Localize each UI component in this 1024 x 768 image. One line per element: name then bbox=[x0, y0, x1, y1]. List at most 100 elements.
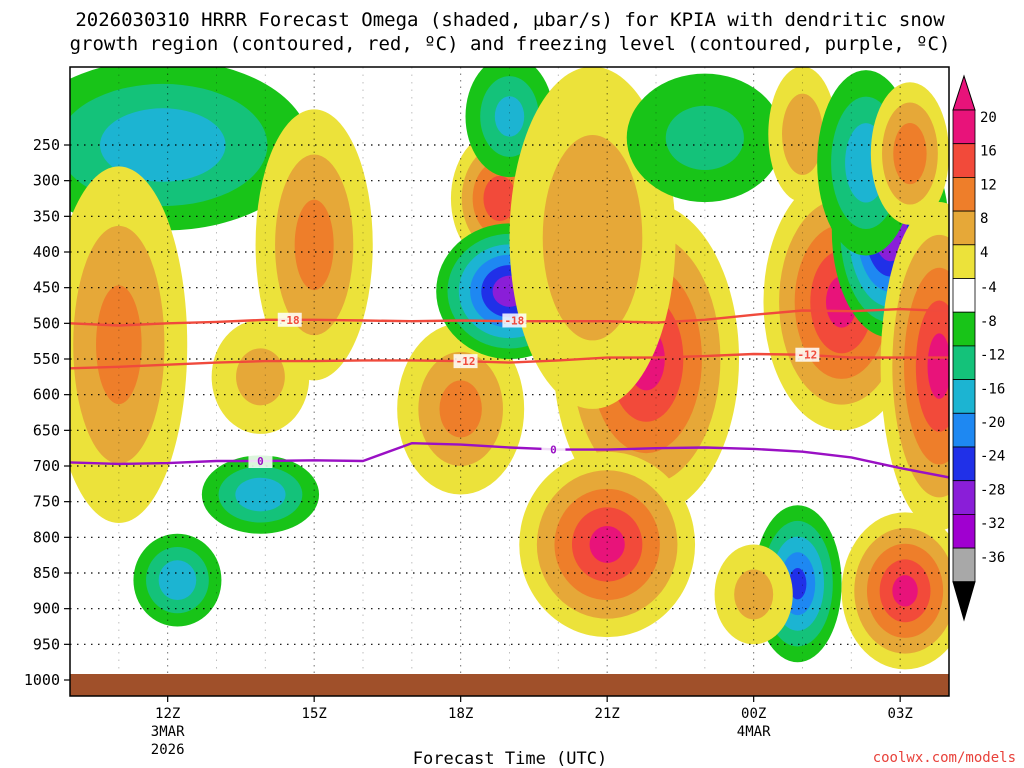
y-tick-label: 550 bbox=[33, 350, 60, 368]
omega-band bbox=[589, 525, 625, 563]
omega-shading bbox=[70, 67, 949, 670]
x-tick-year: 2026 bbox=[151, 742, 185, 758]
y-tick-label: 950 bbox=[33, 635, 60, 653]
plot-frame bbox=[69, 66, 950, 697]
contour-label-bg bbox=[541, 442, 566, 457]
contour-label-bg bbox=[248, 454, 273, 469]
y-tick-label: 350 bbox=[33, 207, 60, 225]
colorbar-label: -4 bbox=[980, 280, 997, 296]
omega-feature bbox=[519, 451, 696, 638]
contour-label-bg bbox=[502, 313, 527, 328]
colorbar-label: -28 bbox=[980, 482, 1005, 498]
chart-title-line-2: growth region (contoured, red, ºC) and f… bbox=[70, 33, 951, 55]
contour-label: -18 bbox=[504, 314, 524, 327]
colorbar-swatch bbox=[952, 143, 976, 178]
omega-band bbox=[892, 575, 918, 607]
contour-freezing-level bbox=[70, 442, 949, 479]
omega-band bbox=[99, 108, 226, 182]
colorbar-label: -32 bbox=[980, 516, 1005, 532]
colorbar-label: -8 bbox=[980, 314, 997, 330]
contour-label: 0 bbox=[257, 455, 264, 468]
x-tick-label: 18Z bbox=[448, 706, 473, 722]
y-axis: 250 300 350 400 450 500 550 600 650 700 750 800 850 9… bbox=[24, 136, 70, 689]
x-axis: 12Z 3MAR 2026 15Z 18Z 21Z 00Z 4MAR 03Z bbox=[151, 696, 913, 758]
colorbar-label: 16 bbox=[980, 144, 997, 160]
y-tick-label: 800 bbox=[33, 528, 60, 546]
y-tick-label: 850 bbox=[33, 564, 60, 582]
x-tick-date: 3MAR bbox=[151, 724, 185, 740]
omega-feature bbox=[133, 533, 222, 627]
colorbar-swatch bbox=[952, 244, 976, 279]
x-tick-label: 03Z bbox=[888, 706, 913, 722]
omega-feature bbox=[626, 73, 783, 203]
colorbar-label: 20 bbox=[980, 110, 997, 126]
x-tick-date: 4MAR bbox=[737, 724, 771, 740]
chart-title-line-1: 2026030310 HRRR Forecast Omega (shaded, … bbox=[75, 9, 945, 31]
omega-feature bbox=[841, 512, 949, 670]
contour-label-bg bbox=[453, 354, 478, 369]
omega-band bbox=[96, 285, 142, 405]
contour-lines: -18 -18 -12 -12 0 0 bbox=[70, 307, 949, 479]
contour-label-bg bbox=[795, 347, 820, 362]
colorbar-swatch bbox=[952, 446, 976, 482]
colorbar-top-arrow bbox=[952, 74, 976, 111]
colorbar-swatch bbox=[952, 480, 976, 515]
omega-band bbox=[294, 199, 334, 291]
credit-text[interactable]: coolwx.com/models bbox=[873, 750, 1016, 766]
contour-label-bg bbox=[277, 312, 302, 327]
y-tick-label: 250 bbox=[33, 136, 60, 154]
contour-label: -12 bbox=[797, 349, 817, 362]
colorbar-label: -12 bbox=[980, 348, 1005, 364]
colorbar-swatch bbox=[952, 345, 976, 380]
omega-band bbox=[788, 568, 807, 600]
contour-label: -12 bbox=[456, 355, 476, 368]
contour-label: 0 bbox=[550, 444, 557, 457]
colorbar-label: 8 bbox=[980, 211, 988, 227]
omega-feature bbox=[201, 455, 320, 534]
x-axis-label: Forecast Time (UTC) bbox=[413, 749, 607, 768]
x-tick-label: 00Z bbox=[741, 706, 766, 722]
y-tick-label: 900 bbox=[33, 600, 60, 618]
ground-layer bbox=[70, 674, 949, 696]
omega-band bbox=[542, 135, 643, 341]
omega-feature bbox=[255, 109, 373, 381]
y-tick-label: 600 bbox=[33, 386, 60, 404]
omega-band bbox=[893, 122, 927, 185]
omega-band bbox=[236, 348, 285, 406]
omega-band bbox=[665, 105, 744, 170]
colorbar-label: -36 bbox=[980, 550, 1005, 566]
colorbar-swatch bbox=[952, 412, 976, 448]
omega-feature bbox=[870, 82, 949, 225]
omega-band bbox=[235, 477, 286, 512]
colorbar-swatch bbox=[952, 109, 976, 145]
omega-band bbox=[158, 560, 197, 601]
omega-band bbox=[782, 93, 823, 175]
omega-band bbox=[927, 333, 949, 399]
y-tick-label: 700 bbox=[33, 457, 60, 475]
y-tick-label: 650 bbox=[33, 421, 60, 439]
colorbar-swatch bbox=[952, 176, 976, 212]
x-tick-label: 21Z bbox=[595, 706, 620, 722]
x-tick-label: 12Z bbox=[155, 706, 180, 722]
omega-band bbox=[494, 96, 525, 137]
contour-label: -18 bbox=[280, 314, 300, 327]
y-tick-label: 500 bbox=[33, 314, 60, 332]
omega-feature bbox=[880, 202, 949, 531]
colorbar-swatch bbox=[952, 514, 976, 549]
omega-feature bbox=[70, 166, 188, 523]
colorbar-label: 4 bbox=[980, 245, 988, 261]
y-tick-label: 300 bbox=[33, 172, 60, 190]
colorbar-label: -20 bbox=[980, 415, 1005, 431]
colorbar-label: 12 bbox=[980, 177, 997, 193]
omega-band bbox=[439, 380, 482, 438]
colorbar-swatch bbox=[952, 379, 976, 414]
colorbar-swatch bbox=[952, 278, 976, 313]
colorbar-bottom-arrow bbox=[952, 581, 976, 622]
colorbar: 20 16 12 8 4 -4 -8 -12 -16 -20 -24 -28 -32 -36 bbox=[952, 74, 1005, 622]
y-tick-label: 450 bbox=[33, 279, 60, 297]
omega-band bbox=[483, 175, 517, 222]
x-tick-label: 15Z bbox=[302, 706, 327, 722]
colorbar-label: -16 bbox=[980, 381, 1005, 397]
colorbar-swatch bbox=[952, 210, 976, 246]
